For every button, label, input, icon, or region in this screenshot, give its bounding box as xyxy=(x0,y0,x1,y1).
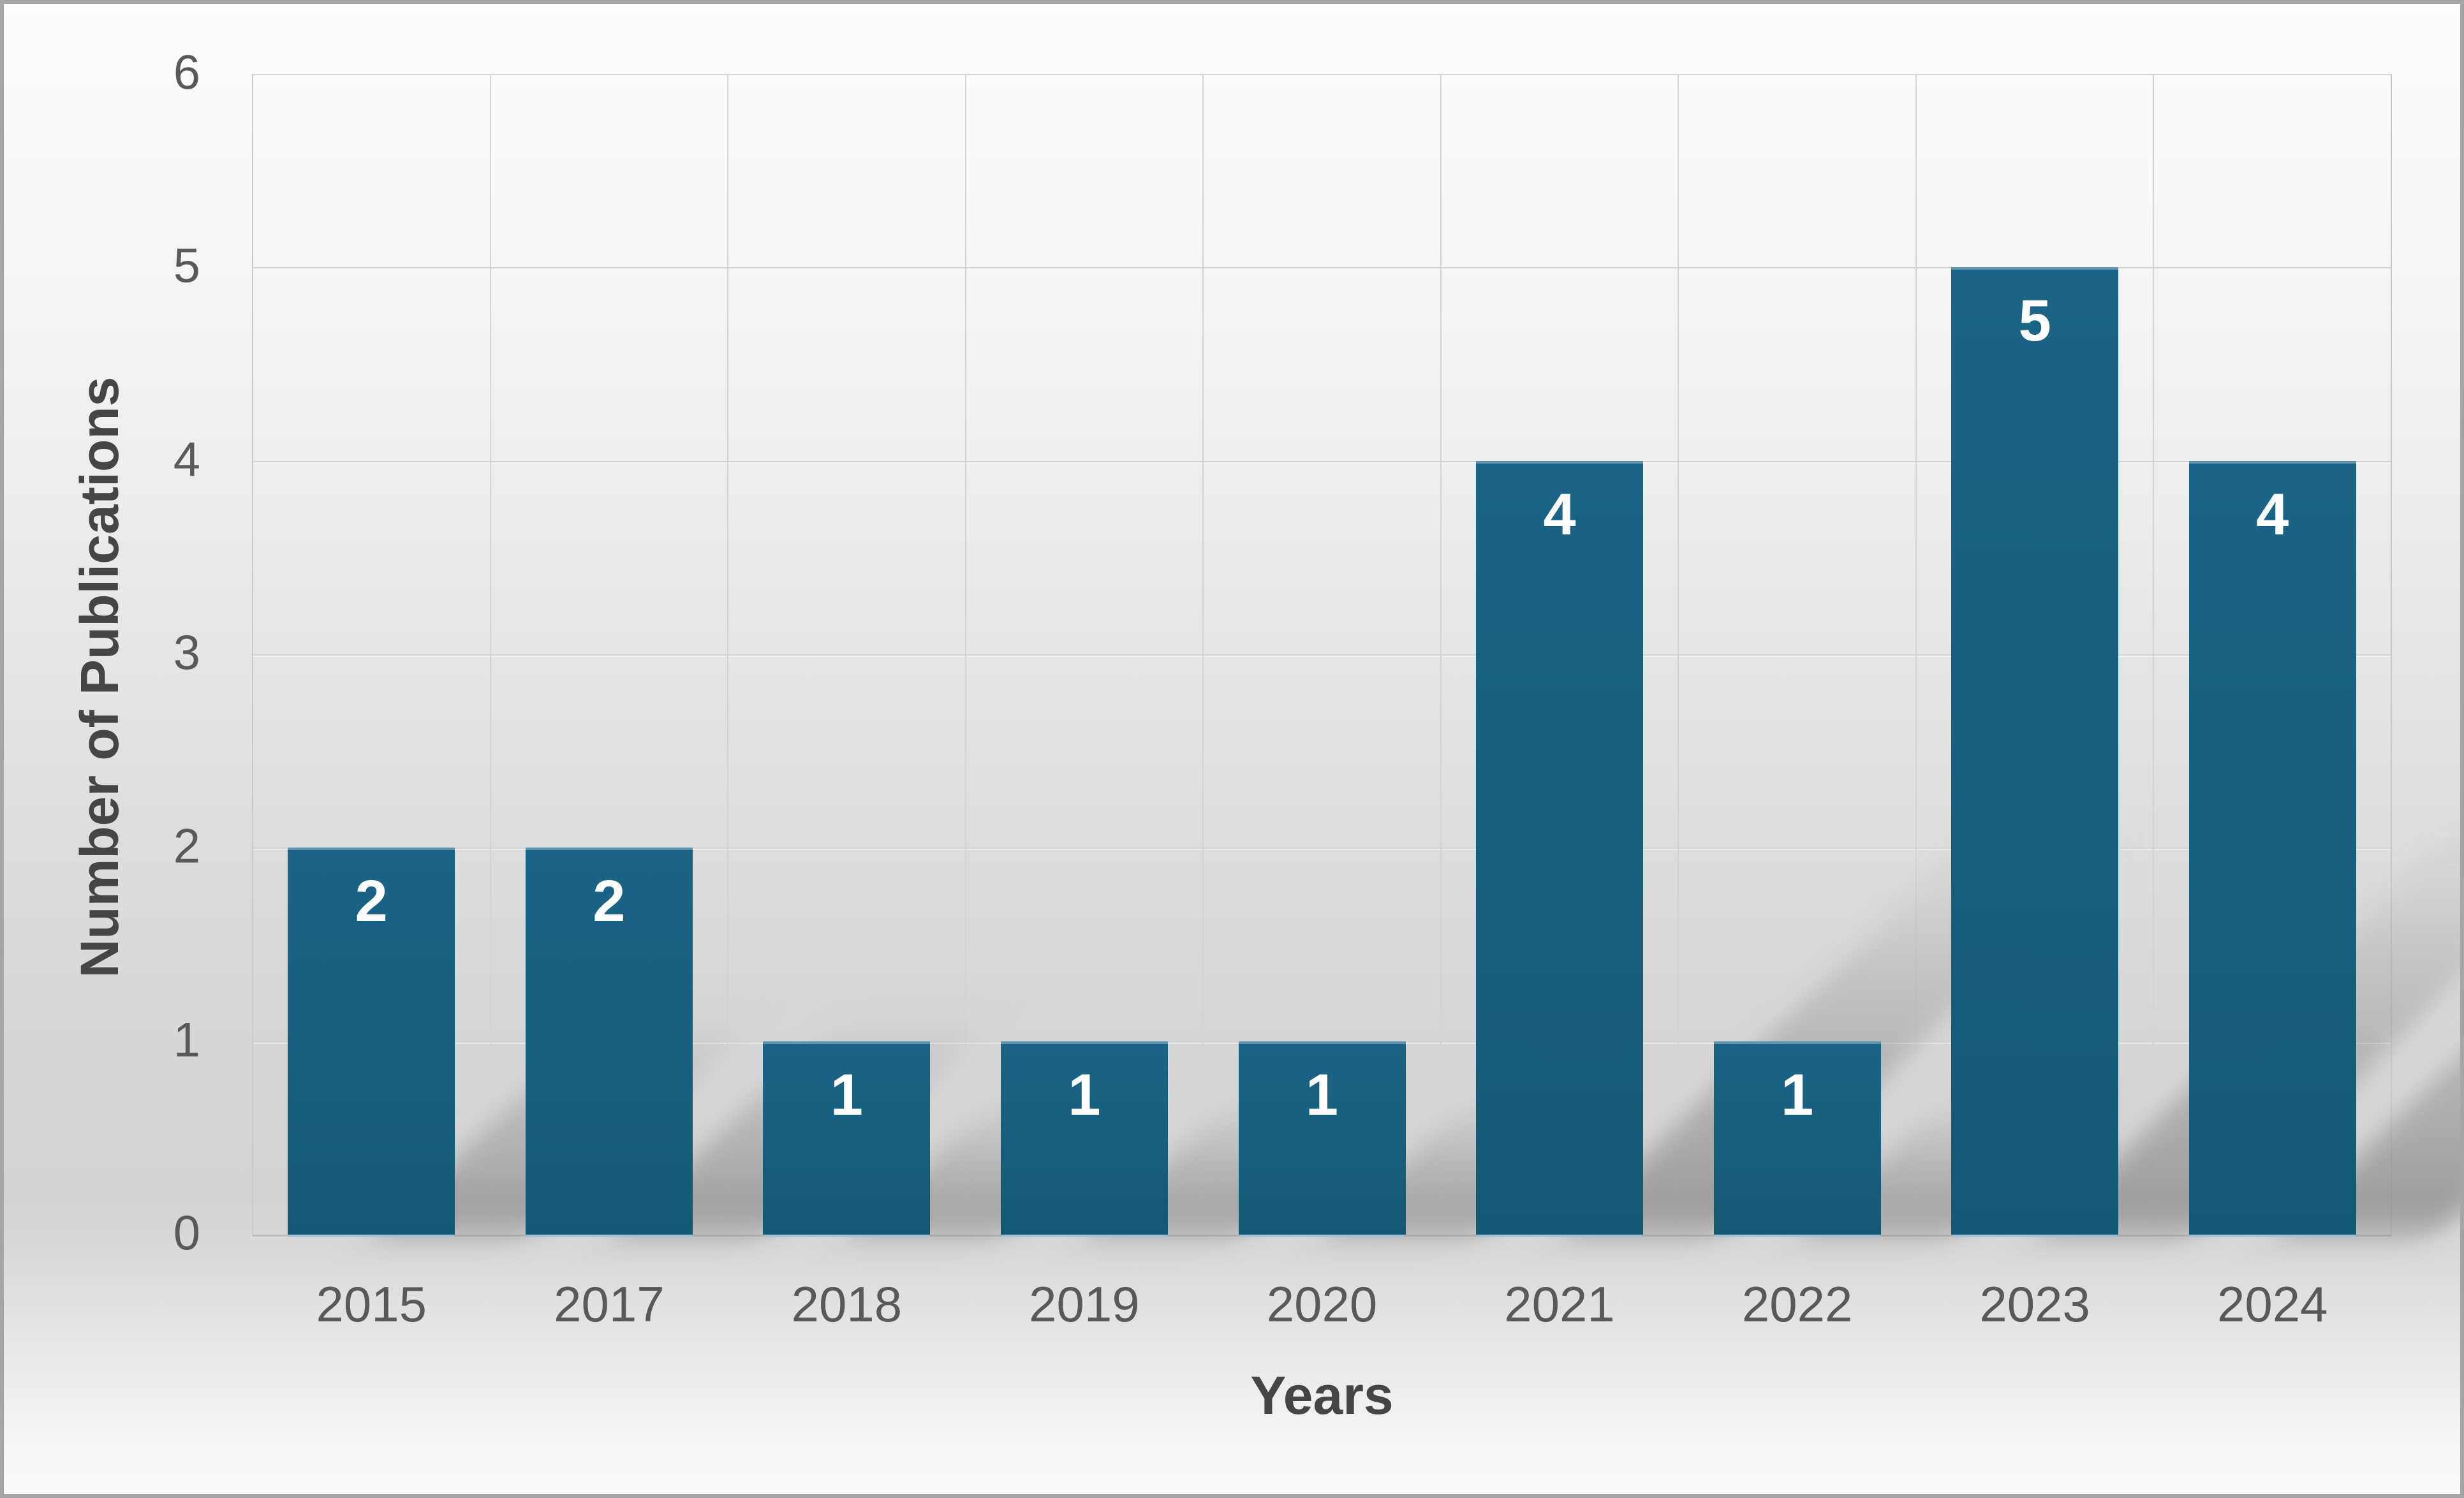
y-tick-label: 3 xyxy=(173,626,200,680)
gridlines-layer xyxy=(4,4,2460,1494)
h-gridline xyxy=(253,848,2391,849)
bar-value-label: 1 xyxy=(1781,1062,1814,1127)
x-tick-label-2019: 2019 xyxy=(1029,1276,1140,1332)
x-tick-label-2022: 2022 xyxy=(1741,1276,1853,1332)
bar-value-label: 1 xyxy=(1068,1062,1101,1127)
bar-value-label: 4 xyxy=(2256,481,2289,547)
bar-2024: 4 xyxy=(2188,460,2356,1235)
h-gridline xyxy=(253,654,2391,656)
y-tick-label: 6 xyxy=(173,45,200,100)
v-gridline xyxy=(1678,74,1679,1235)
bar-value-label: 2 xyxy=(593,869,626,934)
y-tick-label: 5 xyxy=(173,239,200,293)
v-gridline xyxy=(1440,74,1442,1235)
x-axis-line xyxy=(253,1235,2391,1237)
bar-2022: 1 xyxy=(1713,1041,1881,1235)
v-gridline xyxy=(964,74,966,1235)
x-tick-label-2021: 2021 xyxy=(1504,1276,1615,1332)
bar-2019: 1 xyxy=(1000,1041,1168,1235)
h-gridline xyxy=(253,460,2391,462)
y-tick-label: 0 xyxy=(173,1206,200,1261)
x-tick-label-2020: 2020 xyxy=(1266,1276,1378,1332)
bar-2023: 5 xyxy=(1951,267,2119,1235)
h-gridline xyxy=(253,74,2391,75)
axis-ticks-layer: 0 1 2 3 4 5 6 2015 2017 2018 2019 2020 2021 2022 2023 2… xyxy=(4,4,2460,1494)
y-axis-title: Number of Publications xyxy=(70,377,129,978)
bar-value-label: 1 xyxy=(830,1062,863,1127)
h-gridline xyxy=(253,267,2391,269)
bar-2017: 2 xyxy=(525,848,693,1235)
v-gridline xyxy=(1915,74,1917,1235)
y-tick-label: 2 xyxy=(173,819,200,874)
bar-2015: 2 xyxy=(288,848,455,1235)
y-tick-label: 4 xyxy=(173,432,200,487)
bar-2020: 1 xyxy=(1238,1041,1406,1235)
x-tick-label-2024: 2024 xyxy=(2217,1276,2328,1332)
v-gridline xyxy=(1202,74,1204,1235)
v-gridline xyxy=(2391,74,2392,1235)
x-tick-label-2017: 2017 xyxy=(554,1276,665,1332)
bar-value-label: 2 xyxy=(355,869,388,934)
y-axis-line xyxy=(252,74,253,1235)
bar-value-label: 1 xyxy=(1305,1062,1339,1127)
y-tick-label: 1 xyxy=(173,1013,200,1068)
bar-value-label: 4 xyxy=(1543,481,1576,547)
x-axis-title: Years xyxy=(1250,1365,1394,1425)
x-tick-label-2023: 2023 xyxy=(1979,1276,2090,1332)
v-gridline xyxy=(727,74,729,1235)
x-tick-label-2015: 2015 xyxy=(316,1276,427,1332)
bar-2021: 4 xyxy=(1476,460,1644,1235)
v-gridline xyxy=(489,74,491,1235)
x-tick-label-2018: 2018 xyxy=(791,1276,903,1332)
bar-2018: 1 xyxy=(763,1041,931,1235)
bar-value-label: 5 xyxy=(2018,288,2051,354)
bars-layer: 2 2 1 1 1 4 1 5 4 xyxy=(4,4,2460,1494)
v-gridline xyxy=(2153,74,2155,1235)
